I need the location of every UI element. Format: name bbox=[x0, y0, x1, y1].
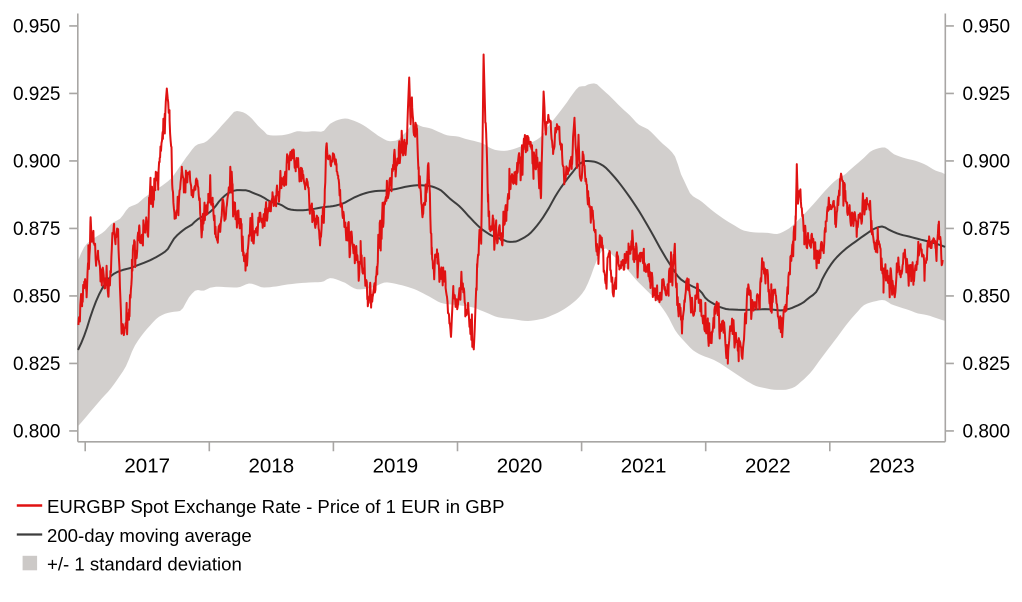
svg-text:2023: 2023 bbox=[869, 455, 915, 478]
svg-text:0.825: 0.825 bbox=[963, 354, 1011, 375]
svg-text:0.900: 0.900 bbox=[963, 151, 1011, 172]
svg-text:2022: 2022 bbox=[745, 455, 791, 478]
svg-text:0.875: 0.875 bbox=[963, 219, 1011, 240]
svg-text:2021: 2021 bbox=[621, 455, 667, 478]
svg-text:0.850: 0.850 bbox=[963, 286, 1011, 307]
svg-text:2019: 2019 bbox=[373, 455, 419, 478]
svg-text:0.850: 0.850 bbox=[13, 286, 61, 307]
svg-text:+/- 1 standard deviation: +/- 1 standard deviation bbox=[47, 554, 242, 575]
svg-text:0.900: 0.900 bbox=[13, 151, 61, 172]
svg-text:2020: 2020 bbox=[497, 455, 543, 478]
svg-text:2017: 2017 bbox=[124, 455, 170, 478]
svg-text:0.800: 0.800 bbox=[13, 421, 61, 442]
svg-text:0.875: 0.875 bbox=[13, 219, 61, 240]
svg-text:0.950: 0.950 bbox=[963, 16, 1011, 37]
svg-text:2018: 2018 bbox=[248, 455, 294, 478]
svg-text:0.950: 0.950 bbox=[13, 16, 61, 37]
svg-text:EURGBP Spot Exchange Rate - Pr: EURGBP Spot Exchange Rate - Price of 1 E… bbox=[47, 496, 504, 517]
svg-text:200-day moving average: 200-day moving average bbox=[47, 525, 252, 546]
svg-text:0.825: 0.825 bbox=[13, 354, 61, 375]
svg-text:0.925: 0.925 bbox=[13, 84, 61, 105]
svg-text:0.925: 0.925 bbox=[963, 84, 1011, 105]
svg-text:0.800: 0.800 bbox=[963, 421, 1011, 442]
